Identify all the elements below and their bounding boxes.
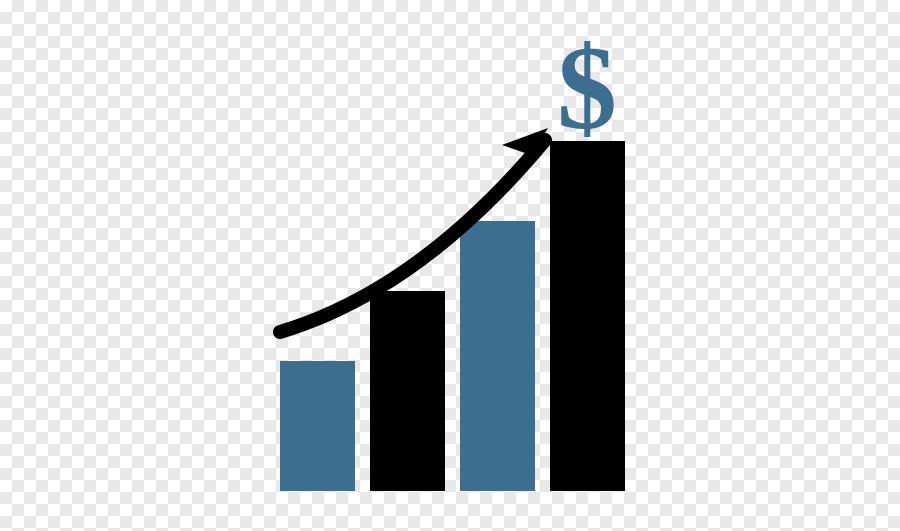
- revenue-growth-icon: $: [0, 0, 900, 531]
- arrow-curve: [280, 140, 545, 332]
- growth-arrow-icon: [0, 0, 900, 531]
- dollar-sign-icon: $: [557, 28, 617, 148]
